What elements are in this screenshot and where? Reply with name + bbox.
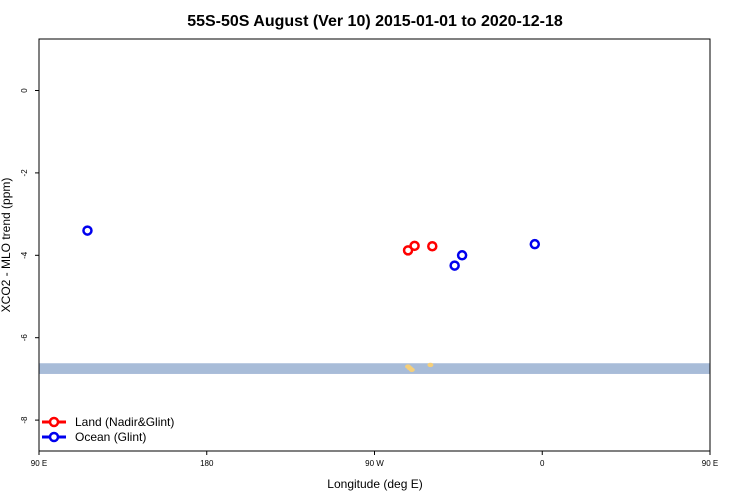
- legend-land-marker: [48, 416, 60, 428]
- x-tick-label: 0: [540, 459, 545, 468]
- x-axis: 90 E 180 90 W 0 90 E: [31, 451, 718, 468]
- y-axis: 0 -2 -4 -6 -8: [20, 88, 39, 424]
- x-tick-label: 90 E: [31, 459, 47, 468]
- land-mark: [408, 367, 415, 373]
- legend-land-label: Land (Nadir&Glint): [75, 415, 174, 429]
- ocean-point: [529, 238, 541, 250]
- ocean-point: [449, 260, 460, 271]
- y-tick-label: -4: [20, 251, 29, 259]
- land-point: [427, 240, 438, 252]
- chart-title: 55S-50S August (Ver 10) 2015-01-01 to 20…: [187, 13, 563, 30]
- legend-ocean-marker: [48, 431, 60, 443]
- y-tick-label: -6: [20, 334, 29, 342]
- plot-frame: [38, 38, 711, 452]
- y-axis-label: XCO2 - MLO trend (ppm): [0, 178, 13, 313]
- land-point: [409, 240, 420, 252]
- x-tick-label: 90 E: [702, 459, 718, 468]
- x-tick-label: 90 W: [365, 459, 384, 468]
- data-points: [82, 225, 541, 271]
- ocean-band: [39, 362, 710, 374]
- ocean-band-rect: [39, 363, 710, 374]
- land-mark: [427, 362, 434, 368]
- legend-ocean-label: Ocean (Glint): [75, 430, 146, 444]
- ocean-point: [456, 250, 468, 261]
- y-tick-label: 0: [20, 88, 29, 93]
- x-axis-label: Longitude (deg E): [327, 477, 422, 491]
- y-tick-label: -8: [20, 416, 29, 424]
- legend: Land (Nadir&Glint) Ocean (Glint): [42, 415, 174, 444]
- y-tick-label: -2: [20, 169, 29, 177]
- x-tick-label: 180: [200, 459, 214, 468]
- ocean-point: [82, 225, 93, 236]
